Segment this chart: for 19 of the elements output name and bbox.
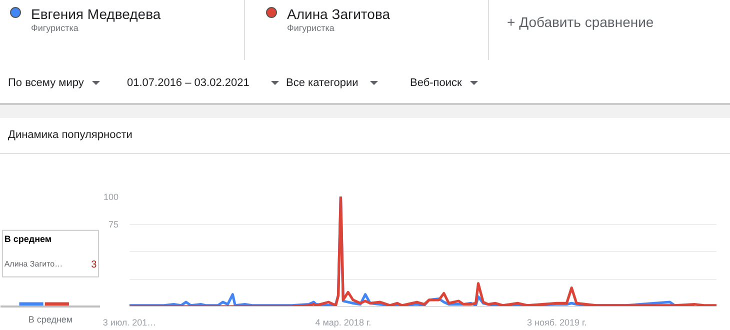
legend-label: Евгения Медведева [31, 5, 161, 24]
text: Алина Загито… [4, 260, 63, 269]
text: Все категории [286, 76, 358, 91]
text: Веб-поиск [410, 76, 462, 91]
x-tick-label: 3 нояб. 2019 г. [526, 318, 587, 328]
x-tick-label: 3 июл. 201… [102, 318, 156, 328]
legend-label: Алина Загитова [287, 5, 390, 24]
text: По всему миру [8, 76, 84, 91]
text: + Добавить сравнение [507, 13, 654, 32]
y-tick-label: 75 [108, 220, 119, 230]
y-tick-label: 100 [103, 192, 119, 202]
text: В среднем [4, 234, 52, 244]
chart-title: Динамика популярности [8, 128, 132, 143]
x-axis-title: В среднем [28, 314, 73, 324]
text: Фигуристка [287, 22, 334, 35]
text: 01.07.2016 – 03.02.2021 [127, 76, 250, 91]
text: 3 [91, 260, 98, 271]
text: Фигуристка [31, 22, 78, 35]
x-tick-label: 4 мар. 2018 г. [315, 318, 372, 328]
